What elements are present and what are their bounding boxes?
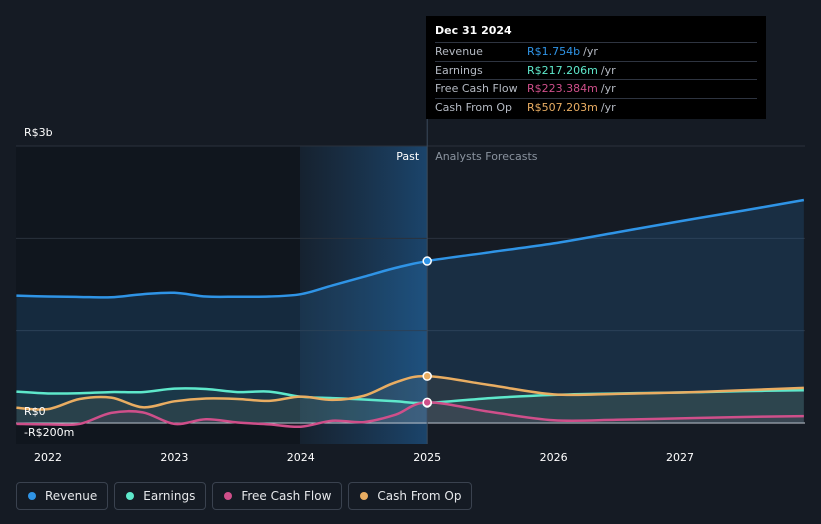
tooltip-label: Cash From Op — [435, 100, 513, 114]
tooltip-value: R$507.203m — [527, 100, 598, 114]
x-tick-label: 2025 — [413, 451, 441, 464]
tooltip-label: Revenue — [435, 45, 483, 59]
earnings-dot-icon — [126, 492, 135, 500]
tooltip-unit: /yr — [600, 82, 616, 96]
legend-item-earnings[interactable]: Earnings — [114, 482, 207, 510]
tooltip-row-free-cash-flow: Free Cash Flow R$223.384m /yr — [435, 79, 757, 98]
cash-from-op-marker[interactable] — [422, 371, 432, 381]
x-tick-label: 2022 — [34, 451, 62, 464]
cash-from-op-area — [16, 376, 804, 423]
tooltip-row-earnings: Earnings R$217.206m /yr — [435, 60, 757, 80]
x-tick-label: 2023 — [160, 451, 188, 464]
y-label-zero: R$0 — [24, 405, 46, 418]
tooltip-unit: /yr — [600, 63, 616, 77]
tooltip-row-revenue: Revenue R$1.754b /yr — [435, 42, 757, 61]
tooltip-value: R$1.754b — [527, 45, 581, 59]
legend-item-free-cash-flow[interactable]: Free Cash Flow — [212, 482, 343, 510]
legend-label: Revenue — [45, 489, 98, 503]
legend-label: Cash From Op — [377, 489, 462, 503]
tooltip-label: Free Cash Flow — [435, 82, 518, 96]
cash-from-op-line — [16, 374, 804, 411]
revenue-marker[interactable] — [422, 256, 432, 266]
tooltip-date: Dec 31 2024 — [435, 24, 512, 37]
legend-label: Earnings — [143, 489, 196, 503]
forecast-label: Analysts Forecasts — [435, 150, 538, 163]
free-cash-flow-dot-icon — [224, 492, 233, 500]
tooltip-value: R$223.384m — [527, 82, 598, 96]
x-tick-label: 2026 — [540, 451, 568, 464]
tooltip-label: Earnings — [435, 63, 483, 77]
tooltip-unit: /yr — [600, 100, 616, 114]
legend-item-cash-from-op[interactable]: Cash From Op — [348, 482, 473, 510]
tooltip-value: R$217.206m — [527, 63, 598, 77]
legend: Revenue Earnings Free Cash Flow Cash Fro… — [16, 482, 473, 510]
cash-from-op-dot-icon — [360, 492, 369, 500]
revenue-area — [16, 200, 804, 423]
revenue-dot-icon — [28, 492, 36, 500]
y-label-bottom: -R$200m — [24, 426, 74, 439]
y-label-top: R$3b — [24, 126, 53, 139]
tooltip-unit: /yr — [583, 45, 598, 59]
legend-label: Free Cash Flow — [241, 489, 332, 503]
tooltip-row-cash-from-op: Cash From Op R$507.203m /yr — [435, 97, 757, 117]
x-tick-label: 2027 — [666, 451, 694, 464]
past-region-highlight — [300, 146, 428, 444]
free-cash-flow-line — [16, 401, 804, 429]
legend-item-revenue[interactable]: Revenue — [16, 482, 109, 510]
x-tick-label: 2024 — [287, 451, 315, 464]
revenue-line — [16, 198, 805, 299]
free-cash-flow-marker[interactable] — [422, 397, 432, 408]
tooltip: Dec 31 2024 Revenue R$1.754b /yr Earning… — [426, 16, 766, 119]
past-label: Past — [396, 150, 420, 163]
